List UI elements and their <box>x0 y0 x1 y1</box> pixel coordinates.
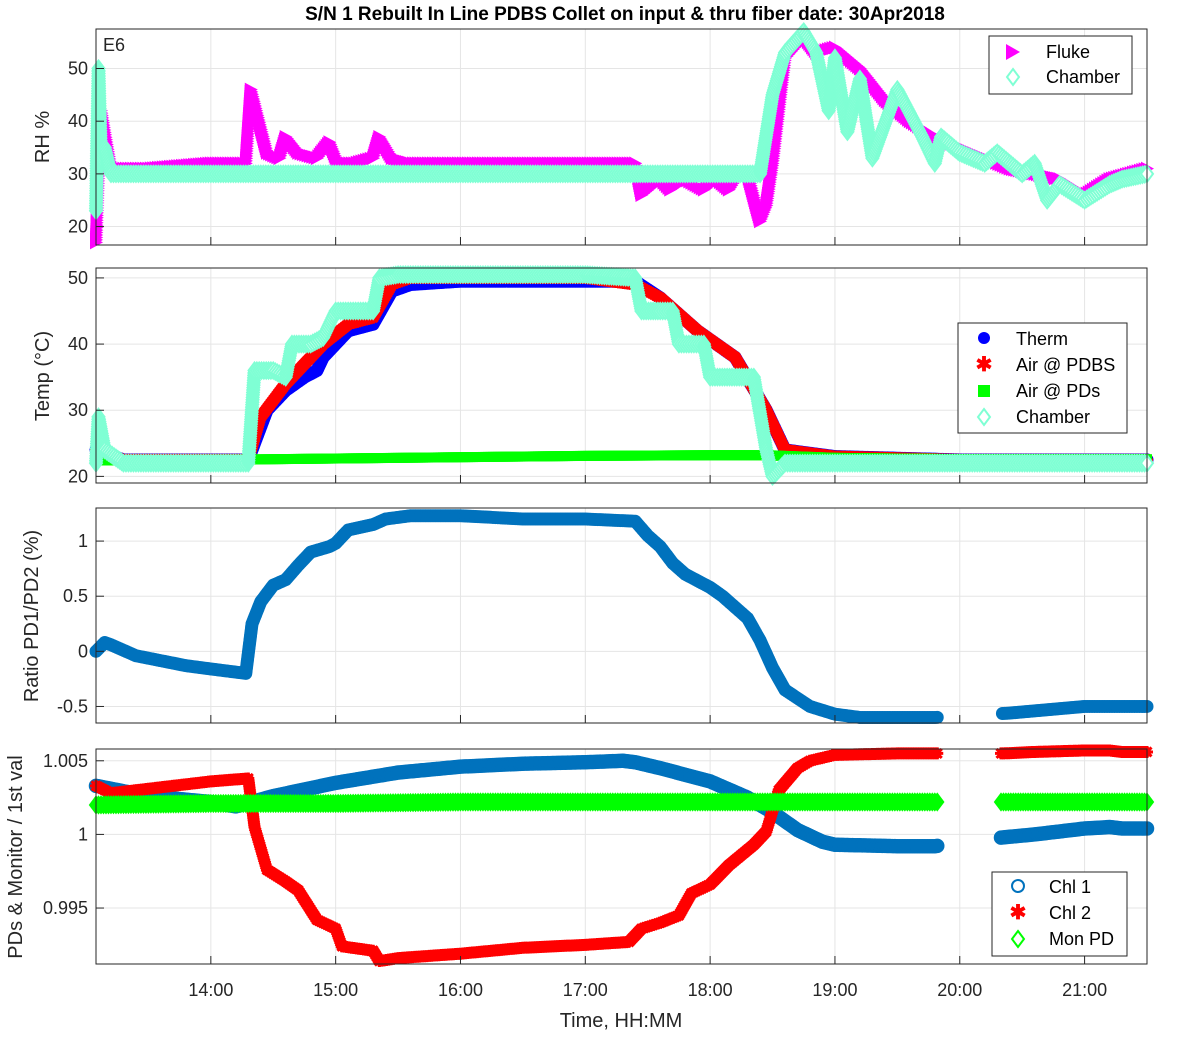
y-tick-label: 0.5 <box>63 586 88 606</box>
legend-therm-label: Therm <box>1016 329 1068 349</box>
ratio-data-points <box>89 509 1154 724</box>
rh-legend: Fluke Chamber <box>988 35 1133 95</box>
rh-annotation: E6 <box>103 35 125 55</box>
legend-temp-chamber-label: Chamber <box>1016 407 1090 427</box>
pds-data-points <box>88 744 1155 968</box>
rh-axes-frame <box>95 28 1148 246</box>
legend-chamber-label: Chamber <box>1046 67 1120 87</box>
y-tick-label: 50 <box>68 268 88 288</box>
data-point <box>930 838 945 854</box>
temp-legend: Therm ✱ Air @ PDBS Air @ PDs Chamber <box>957 322 1128 434</box>
y-tick-label: 40 <box>68 334 88 354</box>
legend-fluke-label: Fluke <box>1046 42 1090 62</box>
y-tick-label: 20 <box>68 217 88 237</box>
rh-axes-bg <box>96 29 1147 245</box>
y-tick-label: 30 <box>68 164 88 184</box>
legend-air-pdbs-label: Air @ PDBS <box>1016 355 1115 375</box>
series-chl-2 <box>90 744 1153 968</box>
series-chamber <box>88 264 1155 487</box>
temp-panel: 20 30 40 50 Temp (°C) Therm ✱ Air @ PDBS Ai… <box>32 264 1155 487</box>
data-point <box>930 710 944 724</box>
y-tick-label: 0 <box>78 641 88 661</box>
y-tick-label: -0.5 <box>57 696 88 716</box>
ratio-axes-bg <box>96 508 1147 723</box>
legend-therm-circle-icon <box>978 332 990 344</box>
pds-axes-bg <box>96 749 1147 964</box>
y-tick-label: 50 <box>68 59 88 79</box>
ratio-y-label: Ratio PD1/PD2 (%) <box>21 530 43 702</box>
rh-y-label: RH % <box>32 111 54 163</box>
ratio-axes-frame <box>95 507 1148 724</box>
series-chamber <box>88 21 1155 221</box>
legend-air-pdbs-asterisk-icon: ✱ <box>976 354 993 376</box>
legend-air-pds-square-icon <box>978 385 990 397</box>
figure-title: S/N 1 Rebuilt In Line PDBS Collet on inp… <box>305 4 945 25</box>
temp-axes-frame <box>95 267 1148 484</box>
rh-y-ticks: 20 30 40 50 <box>68 59 1086 245</box>
series-ratio <box>89 509 1154 724</box>
rh-data-points <box>88 21 1155 250</box>
legend-chamber-diamond-icon <box>1005 67 1021 87</box>
ratio-panel: -0.5 0 0.5 1 Ratio PD1/PD2 (%) <box>21 507 1154 724</box>
rh-panel: 20 30 40 50 E6 RH % Fluke Chamber <box>32 21 1155 250</box>
legend-fluke-triangle-icon <box>1006 44 1020 60</box>
ratio-grid <box>96 508 1147 723</box>
temp-y-ticks: 20 30 40 50 <box>68 268 1086 486</box>
legend-temp-chamber-diamond-icon <box>976 407 992 427</box>
y-tick-label: 1 <box>78 531 88 551</box>
temp-y-label: Temp (°C) <box>32 331 54 421</box>
y-tick-label: 30 <box>68 400 88 420</box>
y-tick-label: 40 <box>68 111 88 131</box>
y-tick-label: 20 <box>68 466 88 486</box>
legend-air-pds-label: Air @ PDs <box>1016 381 1100 401</box>
ratio-y-ticks: -0.5 0 0.5 1 <box>57 531 1086 723</box>
temp-data-points <box>88 264 1155 487</box>
data-point <box>931 747 944 760</box>
